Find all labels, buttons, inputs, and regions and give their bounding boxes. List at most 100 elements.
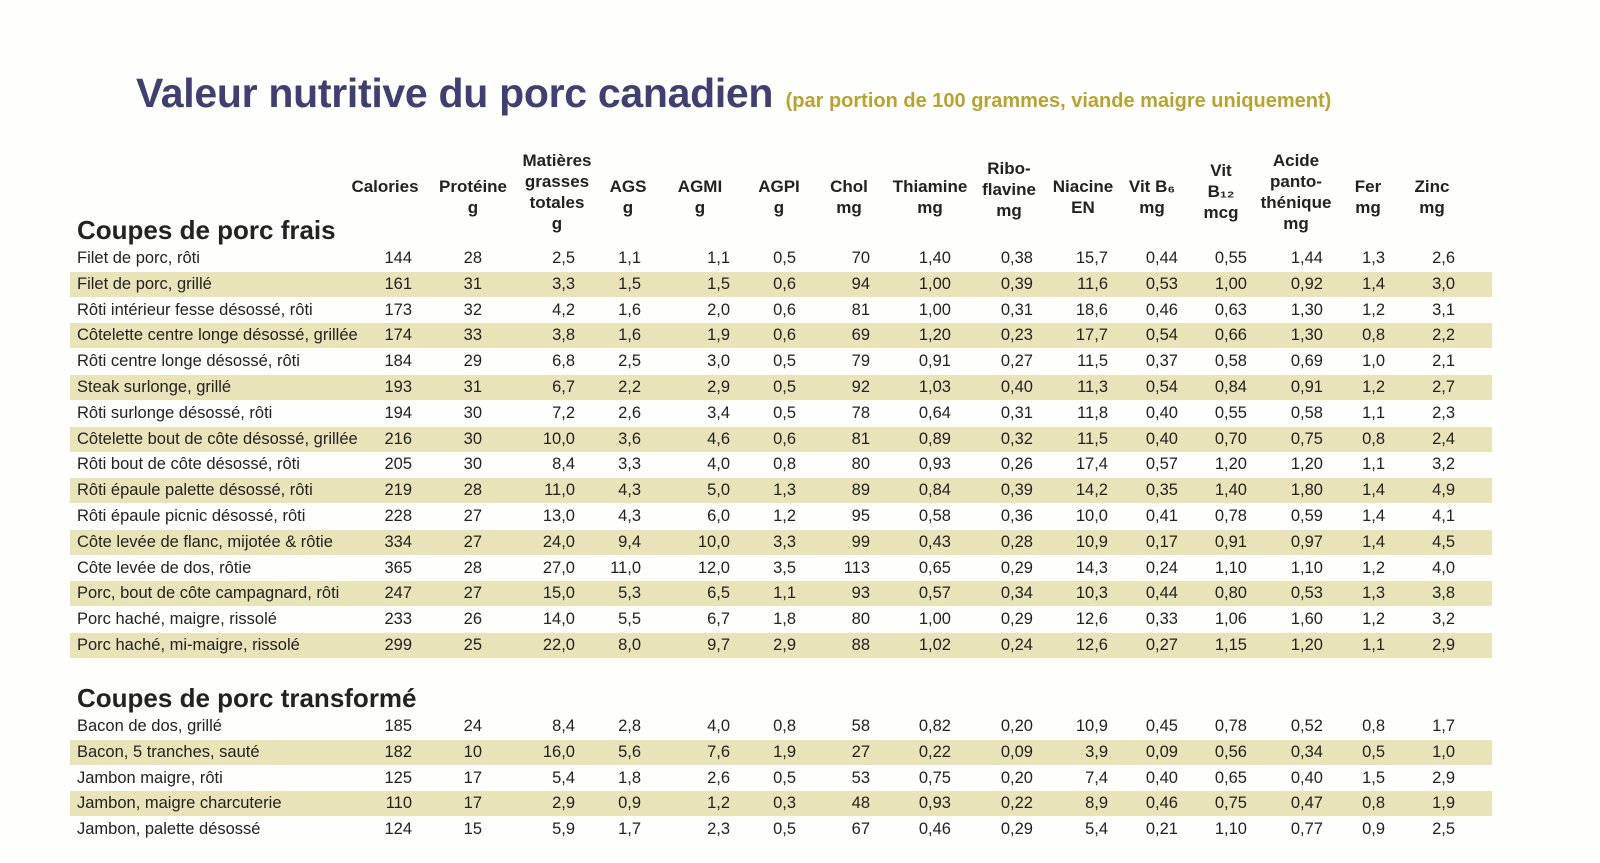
table-cell: 0,29 xyxy=(1000,558,1033,577)
row-label: Porc, bout de côte campagnard, rôti xyxy=(77,584,340,603)
table-cell: 1,4 xyxy=(1362,274,1385,293)
row-label: Côte levée de dos, rôtie xyxy=(77,558,252,577)
table-cell: 1,40 xyxy=(1214,481,1247,500)
column-header: Matières grasses totales g xyxy=(522,151,592,233)
table-cell: 1,00 xyxy=(918,274,951,293)
table-cell: 81 xyxy=(851,300,870,319)
table-cell: 6,7 xyxy=(707,610,730,629)
table-cell: 0,22 xyxy=(1000,794,1033,813)
table-cell: 205 xyxy=(384,455,412,474)
table-cell: 26 xyxy=(463,610,482,629)
table-cell: 7,4 xyxy=(1085,768,1108,787)
table-cell: 0,82 xyxy=(918,717,951,735)
table-cell: 0,57 xyxy=(918,584,951,603)
table-cell: 0,32 xyxy=(1000,429,1033,448)
table-cell: 32 xyxy=(463,300,482,319)
column-header: Calories xyxy=(351,177,419,196)
table-cell: 0,40 xyxy=(1145,403,1178,422)
table-cell: 15,0 xyxy=(542,584,575,603)
table-cell: 11,0 xyxy=(544,481,575,500)
table-cell: 0,80 xyxy=(1214,584,1247,603)
table-cell: 2,6 xyxy=(1432,249,1455,267)
table-cell: 27,0 xyxy=(542,558,575,577)
table-cell: 219 xyxy=(384,481,412,500)
table-cell: 4,3 xyxy=(618,507,641,525)
row-label: Rôti surlonge désossé, rôti xyxy=(77,403,273,422)
table-cell: 1,3 xyxy=(1362,584,1385,603)
table-row: Jambon, palette désossé 124 15 5,9 1,7 2,3 0,5… xyxy=(70,817,1492,842)
table-cell: 2,6 xyxy=(707,768,730,787)
table-cell: 1,1 xyxy=(1362,636,1385,654)
table-cell: 193 xyxy=(384,378,412,396)
table-cell: 28 xyxy=(463,249,482,267)
table-cell: 0,41 xyxy=(1145,507,1178,525)
table-cell: 0,40 xyxy=(1145,429,1178,448)
table-cell: 27 xyxy=(463,532,482,551)
column-header: Zinc mg xyxy=(1414,177,1450,217)
table-cell: 0,34 xyxy=(1290,742,1323,761)
table-cell: 1,9 xyxy=(1432,794,1455,813)
table-cell: 0,8 xyxy=(1362,794,1385,813)
table-cell: 2,5 xyxy=(552,249,575,267)
table-cell: 10,9 xyxy=(1075,532,1108,551)
table-cell: 3,8 xyxy=(552,326,575,345)
table-cell: 4,5 xyxy=(1432,532,1455,551)
table-cell: 4,3 xyxy=(618,481,641,500)
row-label: Jambon, palette désossé xyxy=(77,820,261,839)
row-label: Steak surlonge, grillé xyxy=(77,378,232,396)
table-cell: 216 xyxy=(384,429,412,448)
row-label: Rôti intérieur fesse désossé, rôti xyxy=(77,300,313,319)
table-cell: 3,3 xyxy=(618,455,641,474)
table-row: Porc haché, mi-maigre, rissolé 299 25 22,0 8… xyxy=(70,633,1492,658)
column-header: Vit B₁₂ mcg xyxy=(1203,161,1239,222)
table-cell: 24 xyxy=(463,717,482,735)
table-cell: 1,6 xyxy=(618,300,641,319)
table-cell: 1,0 xyxy=(1362,352,1385,371)
table-cell: 2,9 xyxy=(552,794,575,813)
table-cell: 12,6 xyxy=(1075,610,1108,629)
section-title: Coupes de porc frais xyxy=(77,215,336,245)
column-header: Ribo- flavine mg xyxy=(982,159,1036,220)
table-cell: 80 xyxy=(851,610,870,629)
table-cell: 1,9 xyxy=(773,742,796,761)
table-cell: 0,26 xyxy=(1000,455,1033,474)
table-row: Rôti épaule palette désossé, rôti 219 28 11… xyxy=(70,478,1492,504)
table-cell: 81 xyxy=(851,429,870,448)
table-cell: 3,4 xyxy=(707,403,730,422)
table-cell: 0,8 xyxy=(1362,429,1385,448)
table-cell: 6,0 xyxy=(707,507,730,525)
table-cell: 1,60 xyxy=(1290,610,1323,629)
table-cell: 1,3 xyxy=(1362,249,1385,267)
table-cell: 17,7 xyxy=(1075,326,1108,345)
table-cell: 0,69 xyxy=(1290,352,1323,371)
table-row: Bacon, 5 tranches, sauté 182 10 16,0 5,6 7,6 1… xyxy=(70,739,1492,765)
table-cell: 0,91 xyxy=(918,352,951,371)
table-cell: 0,39 xyxy=(1000,274,1033,293)
row-label: Jambon maigre, rôti xyxy=(77,768,223,787)
table-cell: 1,6 xyxy=(618,326,641,345)
table-cell: 1,1 xyxy=(1362,455,1385,474)
table-cell: 0,52 xyxy=(1290,717,1323,735)
table-row: Bacon de dos, grillé 185 24 8,4 2,8 4,0 0,8 58 0… xyxy=(70,714,1492,739)
table-cell: 0,45 xyxy=(1145,717,1178,735)
table-cell: 1,2 xyxy=(773,507,796,525)
table-cell: 1,00 xyxy=(1214,274,1247,293)
column-header: Acide panto- thénique mg xyxy=(1260,151,1332,233)
table-cell: 0,59 xyxy=(1290,507,1323,525)
table-cell: 79 xyxy=(851,352,870,371)
table-cell: 8,4 xyxy=(552,455,575,474)
table-cell: 1,15 xyxy=(1214,636,1247,654)
table-cell: 28 xyxy=(463,481,482,500)
table-cell: 30 xyxy=(463,455,482,474)
table-cell: 2,5 xyxy=(618,352,641,371)
table-cell: 228 xyxy=(384,507,412,525)
table-cell: 0,91 xyxy=(1290,378,1323,396)
table-cell: 3,2 xyxy=(1432,610,1455,629)
row-label: Porc haché, maigre, rissolé xyxy=(77,610,277,629)
table-cell: 1,7 xyxy=(1432,717,1455,735)
table-cell: 1,20 xyxy=(1290,636,1323,654)
table-cell: 110 xyxy=(385,794,412,813)
table-cell: 2,4 xyxy=(1432,429,1455,448)
table-cell: 0,54 xyxy=(1145,378,1178,396)
table-cell: 27 xyxy=(463,507,482,525)
